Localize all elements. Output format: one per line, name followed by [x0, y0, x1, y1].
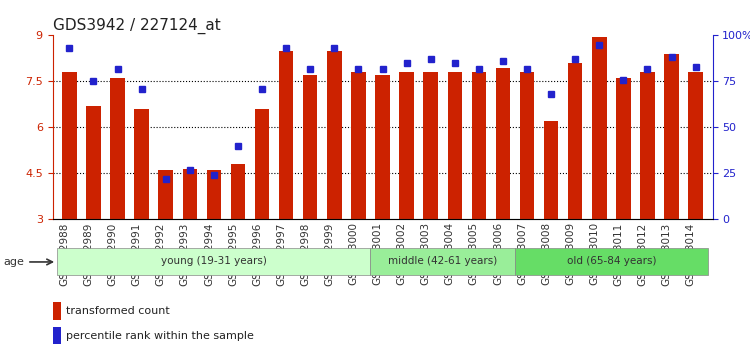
Bar — [327, 51, 341, 219]
Bar — [303, 75, 317, 219]
Text: percentile rank within the sample: percentile rank within the sample — [66, 331, 254, 341]
Text: transformed count: transformed count — [66, 306, 170, 316]
FancyBboxPatch shape — [57, 247, 370, 275]
Bar — [399, 72, 414, 219]
Text: middle (42-61 years): middle (42-61 years) — [388, 256, 497, 266]
Bar — [207, 170, 221, 219]
Bar — [592, 37, 607, 219]
Bar — [496, 68, 510, 219]
FancyBboxPatch shape — [370, 247, 515, 275]
Bar — [53, 327, 61, 344]
Bar — [544, 121, 558, 219]
Bar — [231, 164, 245, 219]
Bar — [62, 72, 76, 219]
Bar — [640, 72, 655, 219]
Bar — [53, 302, 61, 320]
Bar — [472, 72, 486, 219]
Bar — [86, 106, 100, 219]
Bar — [351, 72, 366, 219]
Text: young (19-31 years): young (19-31 years) — [161, 256, 267, 266]
Bar — [279, 51, 293, 219]
FancyBboxPatch shape — [515, 247, 708, 275]
Bar — [182, 169, 197, 219]
Bar — [158, 170, 173, 219]
Text: GDS3942 / 227124_at: GDS3942 / 227124_at — [53, 18, 220, 34]
Bar — [375, 75, 390, 219]
Bar — [255, 109, 269, 219]
Bar — [568, 63, 583, 219]
Bar — [664, 54, 679, 219]
Bar — [616, 78, 631, 219]
Bar — [520, 72, 534, 219]
Bar — [134, 109, 148, 219]
Text: age: age — [3, 257, 24, 267]
Bar — [424, 72, 438, 219]
Bar — [448, 72, 462, 219]
Bar — [110, 78, 125, 219]
Bar — [688, 72, 703, 219]
Text: old (65-84 years): old (65-84 years) — [566, 256, 656, 266]
